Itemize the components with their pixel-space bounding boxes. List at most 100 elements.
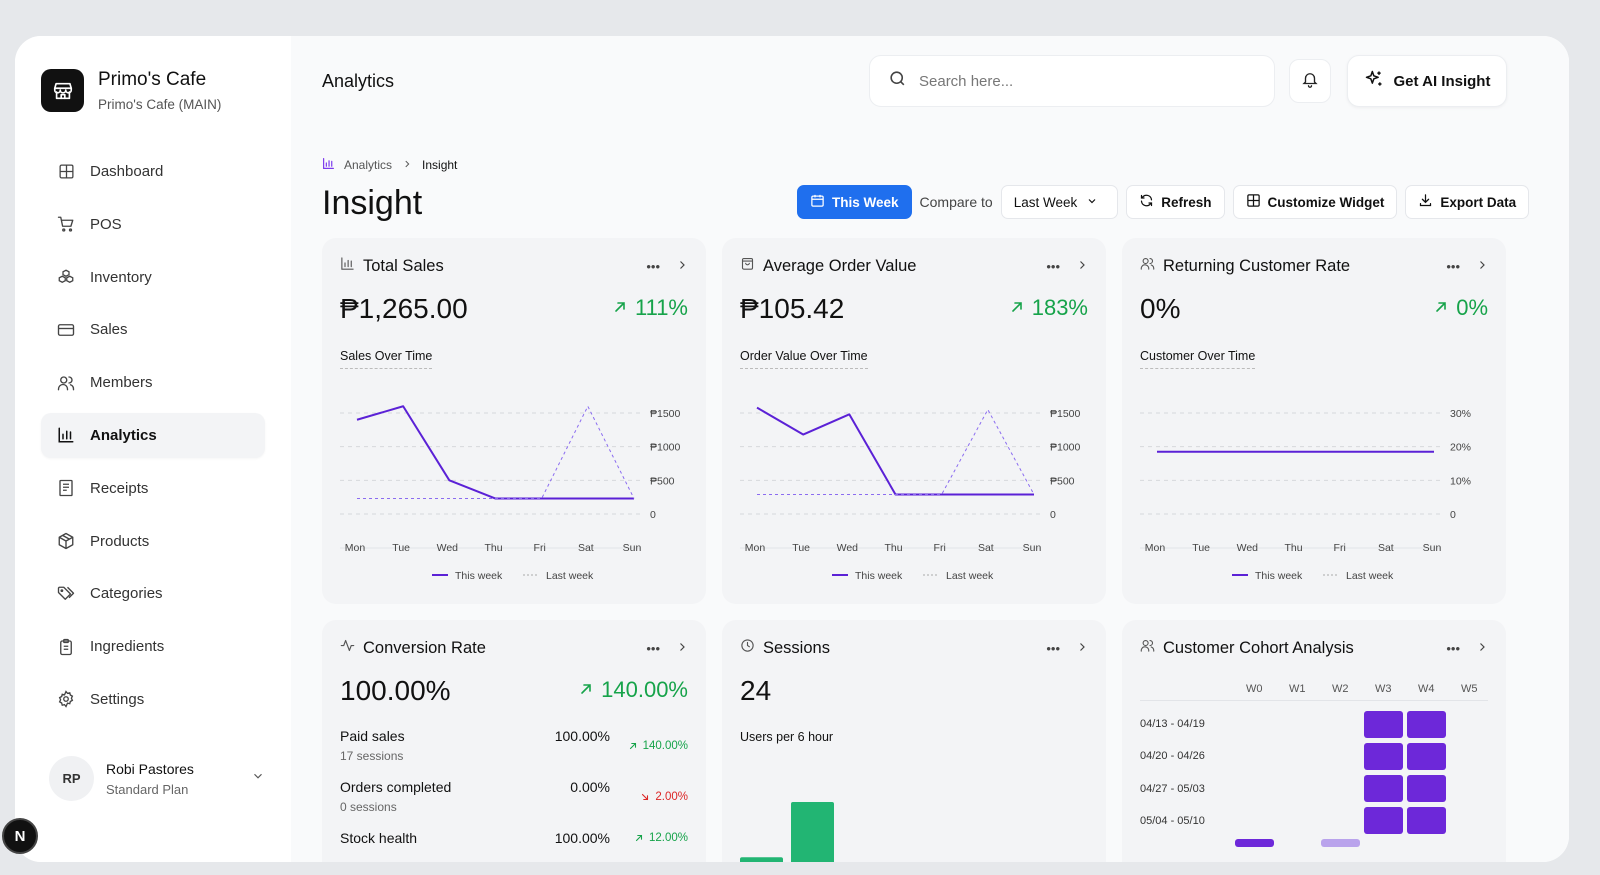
metric-delta: 183% <box>1009 295 1088 321</box>
customize-widget-button[interactable]: Customize Widget <box>1232 185 1398 219</box>
conversion-row: Stock health 100.00% 12.00% <box>340 830 688 846</box>
more-options-icon[interactable]: ••• <box>1046 640 1060 656</box>
sales-over-time-chart: ₱1500 ₱1000 ₱500 0 Mon Tue Wed Thu Fri Sat Sun This… <box>340 405 681 582</box>
x-tick-label: Thu <box>484 542 502 554</box>
sidebar-item-categories[interactable]: Categories <box>41 571 265 616</box>
cohort-row-label: 05/04 - 05/10 <box>1140 815 1205 827</box>
user-name: Robi Pastores <box>106 760 194 777</box>
y-tick-label: ₱1500 <box>1050 408 1081 420</box>
clipboard-icon <box>57 638 75 656</box>
more-options-icon[interactable]: ••• <box>1446 640 1460 656</box>
series-line-last-week <box>357 405 635 500</box>
cohort-cell[interactable] <box>1321 839 1360 847</box>
sidebar-item-dashboard[interactable]: Dashboard <box>41 149 265 194</box>
clock-icon <box>740 638 755 658</box>
more-options-icon[interactable]: ••• <box>1046 258 1060 274</box>
user-menu[interactable]: RP Robi Pastores Standard Plan <box>49 756 265 801</box>
sidebar-item-label: Dashboard <box>90 163 164 180</box>
chart-subtitle: Users per 6 hour <box>740 730 834 744</box>
cohort-cell[interactable] <box>1407 775 1446 802</box>
session-bar <box>791 802 834 862</box>
cohort-column-header: W2 <box>1332 683 1349 695</box>
sidebar-item-sales[interactable]: Sales <box>41 307 265 352</box>
session-bar <box>740 857 783 862</box>
notifications-button[interactable] <box>1289 59 1331 103</box>
compare-select[interactable]: Last Week <box>1000 185 1119 219</box>
sidebar-item-receipts[interactable]: Receipts <box>41 466 265 511</box>
metric-value: ₱1,265.00 <box>340 293 468 324</box>
cohort-cell[interactable] <box>1235 839 1274 847</box>
cohort-cell[interactable] <box>1364 807 1403 834</box>
cohort-cell[interactable] <box>1407 743 1446 770</box>
cohort-cell[interactable] <box>1364 743 1403 770</box>
chevron-right-icon[interactable] <box>676 259 688 274</box>
trend-up-icon <box>612 295 635 321</box>
download-icon <box>1418 193 1440 211</box>
customer-over-time-chart: 30% 20% 10% 0 Mon Tue Wed Thu Fri Sat Sun This week… <box>1140 408 1471 582</box>
chevron-right-icon[interactable] <box>1476 259 1488 274</box>
chevron-right-icon[interactable] <box>676 641 688 656</box>
cohort-cell[interactable] <box>1364 711 1403 738</box>
more-options-icon[interactable]: ••• <box>646 640 660 656</box>
sidebar-item-label: Receipts <box>90 479 149 497</box>
y-tick-label: 0 <box>1450 509 1456 521</box>
y-tick-label: ₱1500 <box>650 408 681 420</box>
more-options-icon[interactable]: ••• <box>1446 258 1460 274</box>
package-icon <box>57 532 75 550</box>
sidebar-item-settings[interactable]: Settings <box>41 677 265 722</box>
chevron-down-icon[interactable] <box>251 769 265 788</box>
sidebar-item-pos[interactable]: POS <box>41 202 265 247</box>
legend-this-week: This week <box>455 570 503 582</box>
activity-icon <box>340 638 355 658</box>
y-tick-label: ₱1000 <box>650 442 681 454</box>
export-data-button[interactable]: Export Data <box>1405 185 1530 219</box>
toolbar: This Week Compare to Last Week Refresh C… <box>797 185 1530 219</box>
bar-chart-icon <box>340 256 355 276</box>
bell-icon <box>1301 70 1319 93</box>
breadcrumb: Analytics Insight <box>322 157 457 173</box>
search-icon <box>888 69 907 93</box>
cohort-cell[interactable] <box>1407 711 1446 738</box>
x-tick-label: Thu <box>884 542 902 554</box>
nextjs-dev-badge[interactable]: N <box>2 818 38 854</box>
get-ai-insight-button[interactable]: Get AI Insight <box>1347 55 1507 107</box>
cohort-column-header: W4 <box>1418 683 1435 695</box>
chart-subtitle: Customer Over Time <box>1140 349 1256 369</box>
brand[interactable]: Primo's Cafe Primo's Cafe (MAIN) <box>41 69 221 112</box>
shopping-bag-icon <box>740 256 755 276</box>
chevron-right-icon[interactable] <box>1076 641 1088 656</box>
row-change: 140.00% <box>610 728 688 763</box>
y-tick-label: 20% <box>1450 442 1471 454</box>
more-options-icon[interactable]: ••• <box>646 258 660 274</box>
cohort-cell[interactable] <box>1407 807 1446 834</box>
trend-up-icon <box>1009 295 1032 321</box>
breadcrumb-root[interactable]: Analytics <box>344 158 393 172</box>
gear-icon <box>57 690 75 709</box>
cohort-row-label: 04/13 - 04/19 <box>1140 718 1205 730</box>
sidebar-item-analytics[interactable]: Analytics <box>41 412 265 458</box>
x-tick-label: Sat <box>578 542 594 554</box>
chevron-right-icon[interactable] <box>1076 259 1088 274</box>
period-this-week-button[interactable]: This Week <box>797 185 912 219</box>
chevron-right-icon[interactable] <box>1476 641 1488 656</box>
boxes-icon <box>57 268 75 286</box>
refresh-label: Refresh <box>1161 194 1212 210</box>
cohort-cell[interactable] <box>1364 775 1403 802</box>
cart-icon <box>57 215 75 233</box>
metric-delta: 140.00% <box>578 677 688 703</box>
sessions-card: Sessions ••• 24 Users per 6 hour <box>722 620 1106 862</box>
breadcrumb-current: Insight <box>422 158 458 172</box>
sidebar-item-label: Inventory <box>90 268 152 286</box>
users-icon <box>1140 638 1155 658</box>
bar-chart-icon <box>322 157 335 173</box>
sidebar-item-label: Ingredients <box>90 638 165 656</box>
sidebar-item-inventory[interactable]: Inventory <box>41 255 265 300</box>
sidebar-item-products[interactable]: Products <box>41 519 265 564</box>
sidebar-item-ingredients[interactable]: Ingredients <box>41 624 265 669</box>
sidebar-item-members[interactable]: Members <box>41 360 265 405</box>
refresh-button[interactable]: Refresh <box>1126 185 1225 219</box>
search-input[interactable] <box>919 72 1239 90</box>
metric-value: ₱105.42 <box>740 293 845 324</box>
grid-icon <box>1246 193 1268 211</box>
search-box[interactable] <box>869 55 1275 107</box>
